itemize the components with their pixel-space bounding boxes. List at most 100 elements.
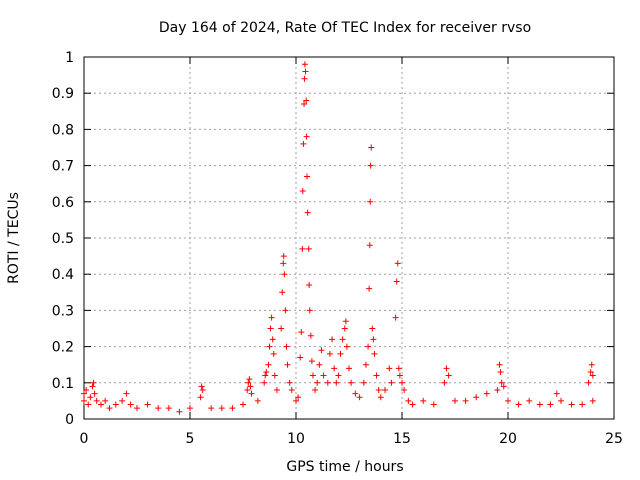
data-point	[298, 329, 305, 336]
data-point	[515, 401, 522, 408]
data-point	[558, 397, 564, 404]
data-point	[288, 387, 295, 394]
data-point	[155, 405, 162, 412]
x-tick-label: 15	[393, 431, 411, 447]
data-point	[367, 162, 374, 169]
data-point	[254, 397, 261, 404]
data-point	[526, 397, 533, 404]
data-point	[246, 376, 253, 383]
data-point	[371, 350, 378, 357]
data-point	[585, 379, 592, 386]
data-point	[308, 358, 315, 365]
data-point	[494, 387, 501, 394]
data-point	[314, 379, 321, 386]
data-point	[301, 75, 308, 82]
data-points	[81, 61, 596, 415]
data-point	[269, 336, 276, 343]
y-axis-label: ROTI / TECUs	[6, 192, 22, 284]
data-point	[312, 387, 319, 394]
data-point	[388, 379, 395, 386]
data-point	[306, 307, 313, 314]
data-point	[247, 383, 254, 390]
data-point	[263, 368, 270, 375]
data-point	[293, 397, 299, 404]
data-point	[187, 405, 193, 412]
data-point	[500, 383, 507, 390]
data-point	[326, 350, 333, 357]
y-tick-label: 0.2	[52, 340, 74, 356]
data-point	[134, 405, 140, 412]
data-point	[329, 336, 336, 343]
data-point	[377, 394, 384, 401]
data-point	[393, 278, 400, 285]
data-point	[498, 379, 505, 386]
data-point	[284, 361, 291, 368]
data-point	[106, 405, 113, 412]
data-point	[333, 379, 340, 386]
data-point	[505, 397, 511, 404]
data-point	[343, 343, 350, 350]
data-point	[392, 314, 399, 321]
data-point	[399, 379, 405, 386]
data-point	[365, 343, 372, 350]
data-point	[335, 372, 342, 379]
data-point	[283, 343, 290, 350]
data-point	[339, 336, 346, 343]
data-point	[119, 397, 126, 404]
data-point	[430, 401, 437, 408]
data-point	[346, 365, 352, 372]
data-point	[306, 282, 313, 289]
data-point	[198, 383, 205, 390]
data-point	[301, 101, 308, 108]
data-point	[240, 401, 246, 408]
data-point	[303, 133, 310, 140]
data-point	[497, 368, 504, 375]
y-tick-label: 0.3	[52, 303, 74, 319]
data-point	[373, 372, 380, 379]
data-point	[341, 325, 348, 332]
data-point	[356, 394, 363, 401]
data-point	[370, 336, 377, 343]
chart-title: Day 164 of 2024, Rate Of TEC Index for r…	[159, 20, 531, 36]
data-point	[309, 372, 316, 379]
y-tick-label: 0.6	[52, 195, 74, 211]
data-point	[587, 368, 594, 375]
x-tick-label: 10	[287, 431, 305, 447]
data-point	[266, 343, 273, 350]
y-tick-label: 0.4	[52, 267, 74, 283]
data-point	[299, 187, 306, 194]
y-tick-label: 0.9	[52, 86, 74, 102]
data-point	[123, 390, 130, 397]
data-point	[97, 401, 104, 408]
data-point	[295, 394, 302, 401]
data-point	[331, 365, 338, 372]
data-point	[282, 307, 289, 314]
data-point	[342, 318, 349, 325]
data-point	[362, 361, 369, 368]
data-point	[547, 401, 554, 408]
data-point	[165, 405, 172, 412]
data-point	[443, 365, 450, 372]
data-point	[368, 144, 375, 151]
x-tick-label: 25	[605, 431, 623, 447]
data-point	[445, 372, 452, 379]
data-point	[81, 397, 87, 404]
data-point	[348, 379, 355, 386]
data-point	[579, 401, 586, 408]
data-point	[297, 354, 304, 361]
data-point	[301, 61, 308, 68]
data-point	[420, 397, 427, 404]
data-point	[144, 401, 151, 408]
data-point	[300, 140, 307, 147]
data-point	[320, 372, 327, 379]
data-point	[267, 325, 274, 332]
data-point	[568, 401, 575, 408]
data-point	[262, 372, 269, 379]
data-point	[265, 361, 272, 368]
data-point	[278, 325, 285, 332]
y-tick-label: 0.1	[52, 376, 74, 392]
data-point	[352, 390, 359, 397]
data-point	[382, 387, 389, 394]
data-point	[127, 401, 134, 408]
